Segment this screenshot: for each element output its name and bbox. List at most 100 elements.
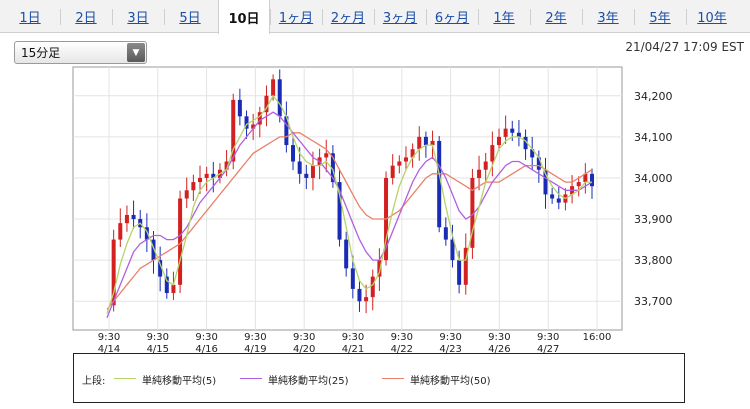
candle-body [370,276,375,298]
candle-body [496,136,501,146]
x-tick-time: 9:30 [488,332,510,343]
tab-separator [530,9,531,25]
tab-separator [582,9,583,25]
candle-body [490,145,495,162]
tab-2年[interactable]: 2年 [545,11,567,26]
candle-body [503,128,508,137]
legend-line-ma50 [382,378,404,379]
period-tab-bar: 1日 2日 3日 5日 10日 1ヶ月 2ヶ月 3ヶ月 6ヶ月 1年 2年 3年 5年 10年 [0,0,750,34]
tab-1年[interactable]: 1年 [493,11,515,26]
chart-legend: 上段: 単純移動平均(5) 単純移動平均(25) 単純移動平均(50) [73,353,685,403]
tab-3日[interactable]: 3日 [127,11,149,26]
x-tick-date: 4/27 [537,344,559,355]
tab-separator [478,9,479,25]
chevron-down-icon[interactable]: ▼ [127,43,145,62]
candle-body [164,276,169,294]
candle-body [310,165,315,178]
interval-select-value: 15分足 [21,46,61,60]
candle-body [583,173,588,183]
tab-10年[interactable]: 10年 [697,11,727,26]
candle-body [516,132,521,137]
candle-body [231,99,236,162]
candle-body [390,165,395,178]
x-tick-date: 4/15 [147,344,169,355]
y-tick-label: 34,100 [634,131,673,144]
x-tick-date: 4/22 [391,344,413,355]
candle-body [550,194,555,199]
candle-body [244,116,249,129]
tab-2日[interactable]: 2日 [75,11,97,26]
candle-body [430,140,435,146]
tab-5日[interactable]: 5日 [179,11,201,26]
tab-separator [218,9,219,25]
candle-body [184,190,189,199]
legend-label-ma5: 単純移動平均(5) [142,376,217,387]
candle-body [171,284,176,294]
candle-body [324,153,329,158]
y-tick-label: 34,000 [634,172,673,185]
candle-body [470,177,475,248]
candle-body [344,239,349,269]
candle-body [118,223,123,240]
tab-3年[interactable]: 3年 [597,11,619,26]
tab-separator [112,9,113,25]
candle-body [410,149,415,158]
candle-body [463,247,468,285]
candle-body [536,157,541,170]
candle-body [477,169,482,178]
x-tick-time: 9:30 [244,332,266,343]
candle-body [284,116,289,146]
interval-select[interactable]: 15分足 ▼ [14,41,147,64]
x-tick-time: 9:30 [147,332,169,343]
candle-body [111,239,116,306]
tab-3ヶ月[interactable]: 3ヶ月 [382,11,418,26]
candle-body [211,173,216,178]
candle-body [237,99,242,117]
x-tick-time: 9:30 [195,332,217,343]
candle-body [178,198,183,285]
legend-line-ma25 [240,378,262,379]
candle-body [198,177,203,183]
tab-10日[interactable]: 10日 [218,0,270,34]
tab-1ヶ月[interactable]: 1ヶ月 [278,11,314,26]
tab-separator [322,9,323,25]
x-tick-time: 9:30 [439,332,461,343]
candle-body [124,214,129,224]
tab-5年[interactable]: 5年 [649,11,671,26]
candle-body [291,145,296,162]
tab-separator [270,9,271,25]
tab-separator [164,9,165,25]
candle-body [158,260,163,277]
legend-label-ma50: 単純移動平均(50) [410,376,491,387]
candle-body [191,182,196,191]
x-tick-time: 9:30 [98,332,120,343]
chart-timestamp: 21/04/27 17:09 EST [625,40,744,54]
x-tick-time: 9:30 [391,332,413,343]
candle-body [457,260,462,285]
candle-body [257,112,262,125]
tab-separator [634,9,635,25]
y-tick-label: 33,800 [634,254,673,267]
candle-body [350,268,355,289]
ma5-line [106,94,592,314]
candle-body [151,239,156,261]
legend-line-ma5 [114,378,136,379]
x-tick-date: 4/21 [342,344,364,355]
x-tick-time: 9:30 [293,332,315,343]
candle-body [304,173,309,178]
tab-6ヶ月[interactable]: 6ヶ月 [434,11,470,26]
candle-body [277,79,282,117]
candle-body [556,198,561,203]
candle-body [530,149,535,158]
candle-body [357,288,362,302]
candle-body [576,182,581,187]
plot-area [72,66,623,331]
tab-separator [686,9,687,25]
legend-label-ma25: 単純移動平均(25) [268,376,349,387]
tab-1日[interactable]: 1日 [19,11,41,26]
candle-body [483,161,488,170]
legend-prefix: 上段: [82,376,106,387]
candle-body [437,140,442,228]
tab-2ヶ月[interactable]: 2ヶ月 [330,11,366,26]
